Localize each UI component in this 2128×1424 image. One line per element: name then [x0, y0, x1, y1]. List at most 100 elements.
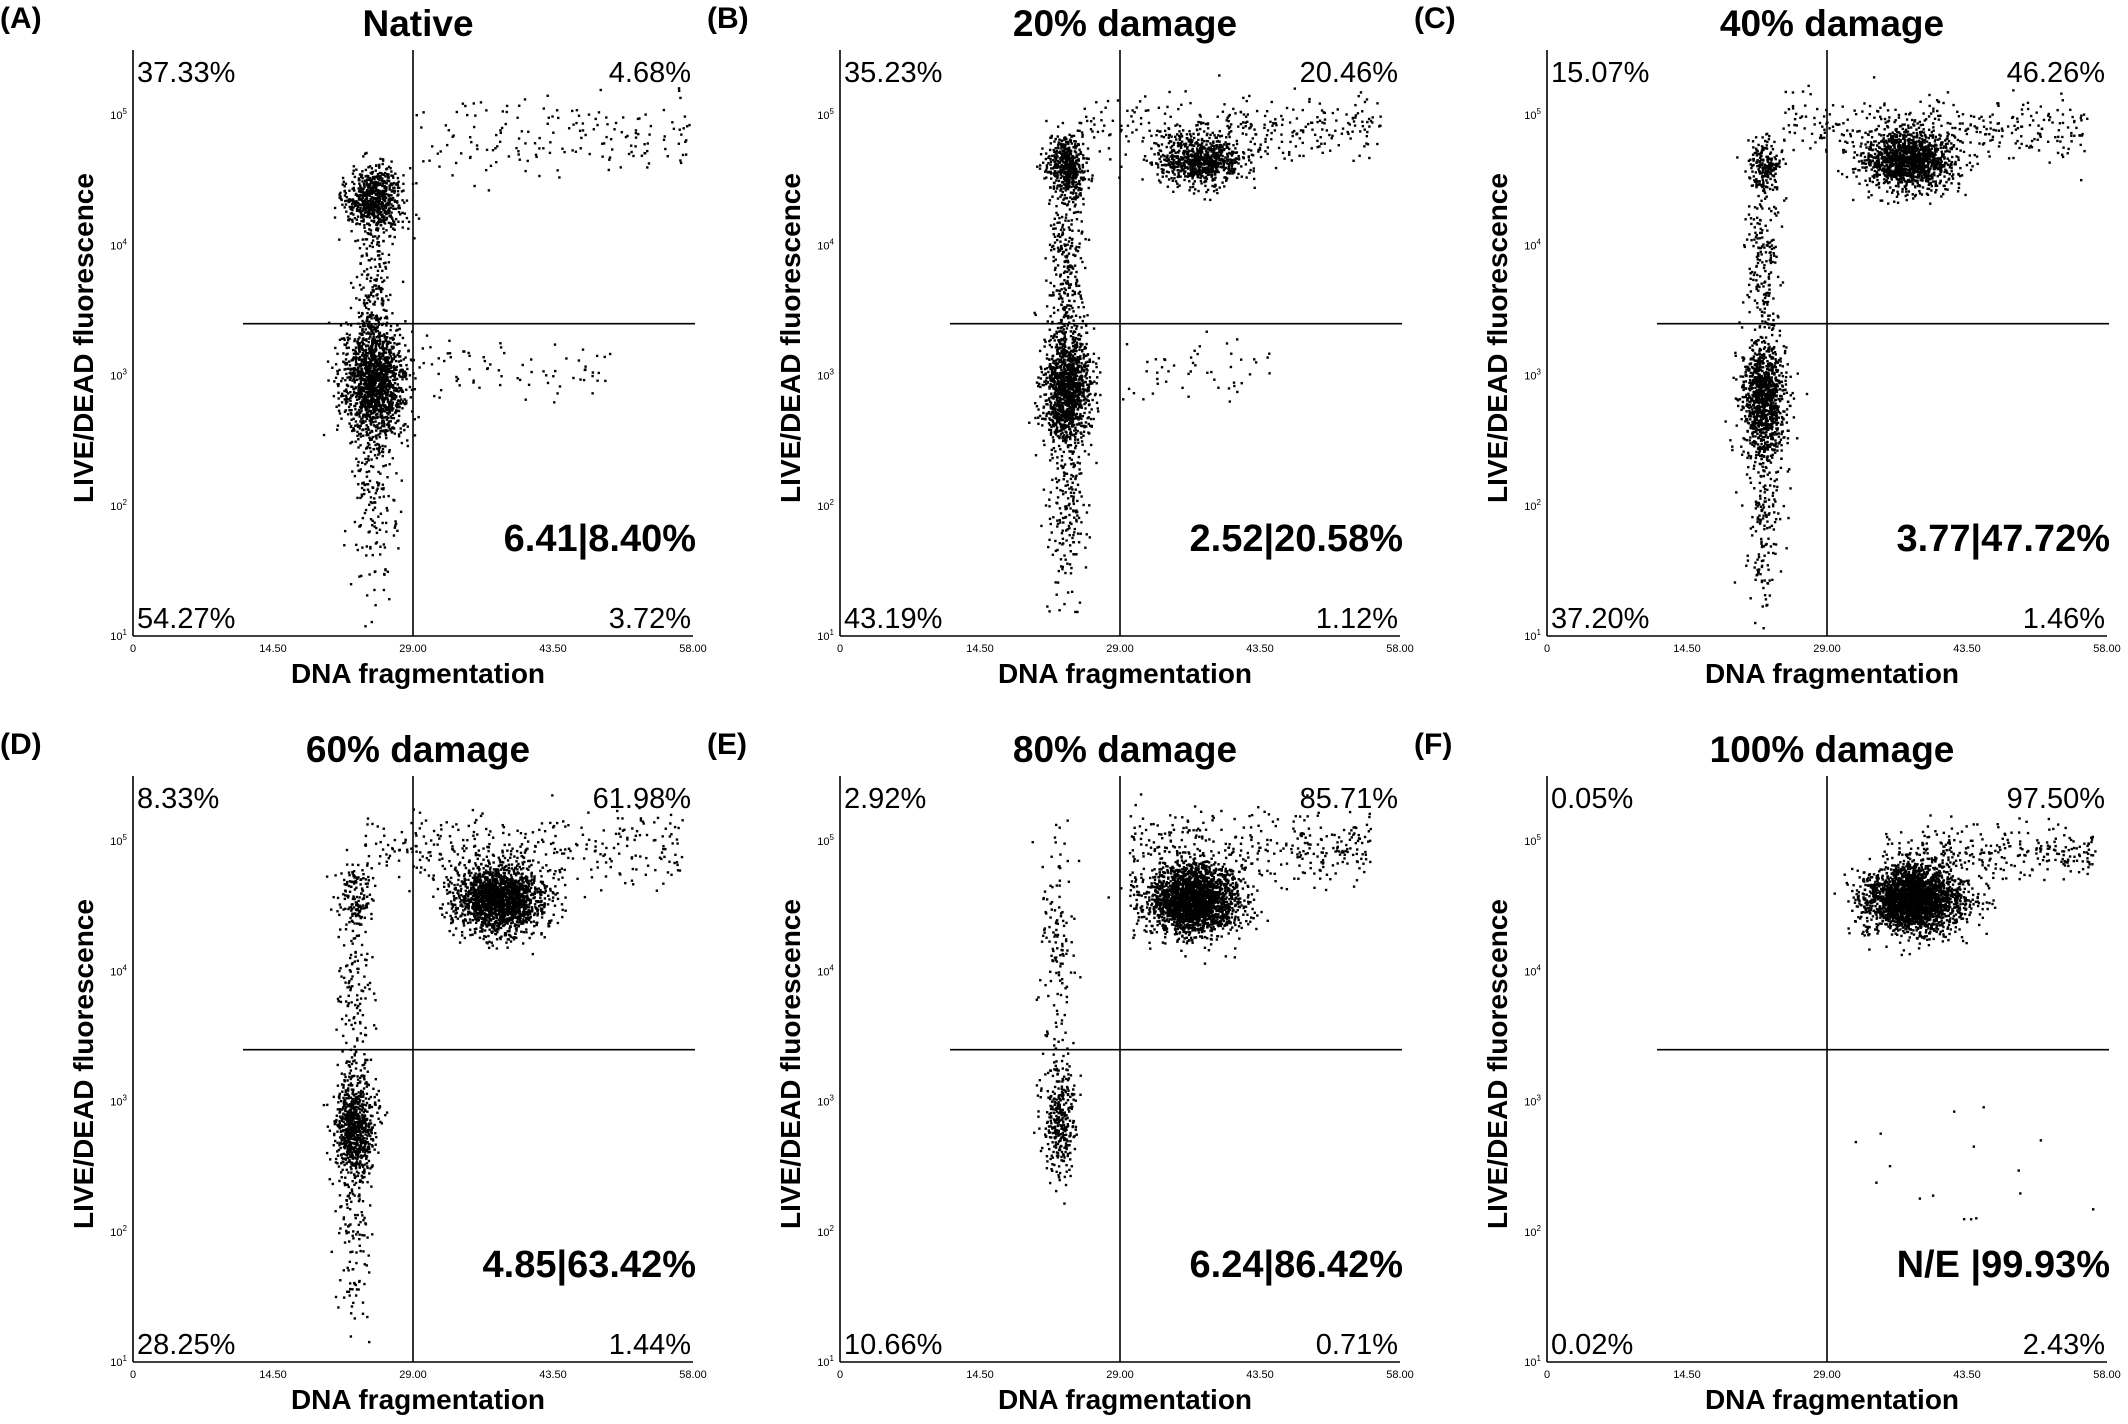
- scatter-point: [358, 390, 361, 394]
- scatter-point: [647, 162, 651, 165]
- scatter-point: [398, 399, 402, 403]
- scatter-point: [500, 375, 503, 378]
- scatter-point: [345, 210, 348, 213]
- scatter-point: [360, 358, 363, 361]
- scatter-point: [433, 394, 436, 398]
- scatter-point: [1070, 458, 1073, 461]
- scatter-point: [376, 229, 380, 232]
- scatter-point: [378, 386, 382, 389]
- scatter-point: [392, 346, 395, 349]
- scatter-point: [386, 475, 389, 479]
- scatter-point: [684, 153, 688, 156]
- scatter-point: [1080, 379, 1084, 382]
- scatter-point: [362, 191, 365, 195]
- scatter-point: [1045, 414, 1048, 418]
- scatter-point: [386, 570, 390, 573]
- scatter-point: [1071, 396, 1074, 399]
- scatter-point: [1087, 431, 1090, 434]
- scatter-point: [377, 357, 380, 361]
- scatter-point: [358, 358, 361, 361]
- scatter-point: [371, 210, 375, 213]
- scatter-point: [595, 354, 599, 358]
- scatter-point: [1028, 421, 1031, 424]
- scatter-point: [383, 195, 387, 198]
- scatter-point: [367, 409, 371, 412]
- scatter-point: [392, 416, 396, 420]
- scatter-point: [607, 168, 611, 172]
- scatter-point: [1068, 376, 1072, 379]
- scatter-point: [384, 428, 388, 432]
- scatter-point: [486, 367, 490, 370]
- scatter-point: [381, 207, 385, 211]
- scatter-point: [361, 197, 364, 201]
- scatter-point: [1091, 398, 1094, 402]
- scatter-point: [1073, 373, 1077, 377]
- scatter-point: [355, 168, 358, 171]
- scatter-point: [1043, 338, 1046, 341]
- scatter-point: [469, 155, 472, 159]
- scatter-point: [1070, 366, 1074, 369]
- scatter-point: [374, 604, 377, 607]
- scatter-point: [1041, 424, 1044, 427]
- scatter-point: [369, 325, 373, 328]
- scatter-point: [1072, 310, 1075, 313]
- scatter-point: [517, 150, 520, 153]
- scatter-point: [366, 210, 369, 213]
- scatter-point: [350, 394, 353, 397]
- scatter-point: [358, 350, 362, 353]
- scatter-point: [367, 455, 370, 458]
- scatter-point: [370, 375, 374, 378]
- scatter-point: [1066, 444, 1070, 447]
- scatter-point: [1084, 237, 1087, 241]
- scatter-point: [350, 212, 354, 215]
- scatter-point: [382, 180, 385, 183]
- scatter-point: [374, 192, 377, 196]
- scatter-point: [1066, 176, 1069, 179]
- scatter-point: [408, 385, 412, 389]
- scatter-point: [368, 394, 371, 397]
- scatter-point: [1074, 476, 1077, 479]
- scatter-point: [383, 204, 386, 207]
- scatter-point: [364, 306, 368, 309]
- scatter-point: [372, 407, 375, 411]
- scatter-point: [1081, 163, 1084, 167]
- scatter-point: [361, 546, 364, 549]
- scatter-point: [1037, 408, 1040, 411]
- scatter-point: [346, 341, 349, 345]
- scatter-point: [401, 211, 404, 215]
- scatter-point: [374, 203, 378, 207]
- scatter-point: [546, 94, 549, 97]
- scatter-point: [1054, 175, 1058, 178]
- scatter-point: [1073, 367, 1077, 370]
- scatter-point: [1080, 220, 1083, 223]
- scatter-point: [385, 229, 388, 232]
- scatter-point: [1063, 358, 1066, 361]
- scatter-point: [371, 170, 375, 174]
- scatter-point: [1088, 411, 1091, 414]
- scatter-point: [1054, 369, 1057, 372]
- scatter-point: [375, 164, 378, 167]
- scatter-point: [378, 356, 382, 359]
- scatter-point: [359, 420, 362, 423]
- scatter-point: [608, 158, 611, 161]
- scatter-point: [390, 160, 393, 163]
- scatter-point: [1068, 416, 1071, 419]
- scatter-point: [368, 315, 371, 319]
- scatter-point: [1086, 395, 1089, 398]
- scatter-point: [369, 229, 373, 232]
- scatter-point: [591, 371, 595, 374]
- scatter-point: [368, 376, 372, 379]
- scatter-point: [352, 169, 355, 172]
- scatter-point: [356, 496, 359, 500]
- y-tick-label: 105: [110, 107, 127, 122]
- scatter-point: [649, 124, 653, 128]
- scatter-point: [344, 182, 348, 186]
- scatter-point: [398, 371, 401, 374]
- scatter-point: [1077, 516, 1081, 520]
- scatter-point: [377, 383, 381, 386]
- scatter-point: [472, 379, 475, 382]
- scatter-point: [1056, 238, 1059, 242]
- scatter-point: [1037, 384, 1040, 388]
- scatter-point: [1066, 372, 1070, 375]
- scatter-point: [367, 166, 370, 169]
